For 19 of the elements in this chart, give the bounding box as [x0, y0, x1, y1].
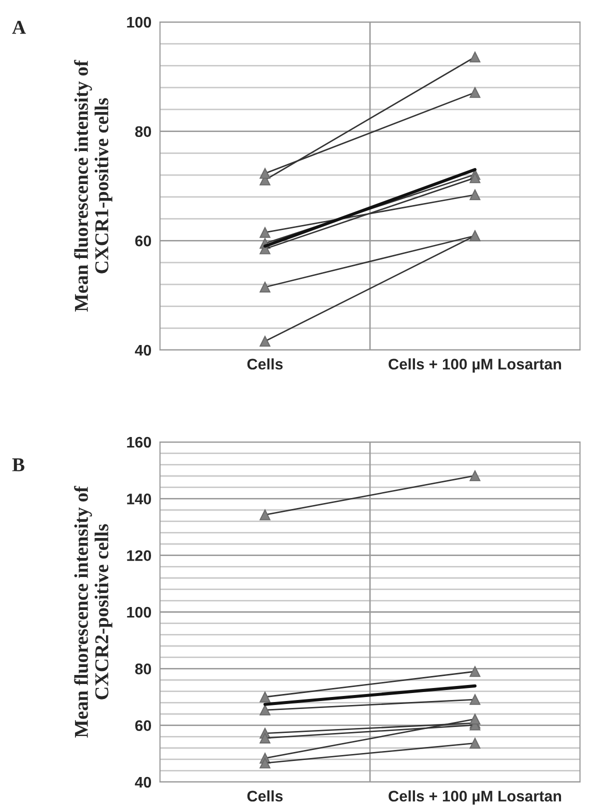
- y-tick-label: 80: [135, 664, 152, 674]
- y-tick-label: 100: [127, 16, 152, 28]
- y-tick-label: 100: [127, 606, 152, 618]
- text: B: [12, 458, 24, 472]
- y-tick-label: 160: [127, 436, 152, 448]
- y-tick-label: 80: [135, 126, 152, 138]
- y-axis-title: Mean fluorescence intensity of CXCR1-positive cells: [74, 60, 112, 312]
- x-tick-label: Cells: [247, 790, 283, 802]
- text: A: [12, 20, 26, 34]
- y-tick-label: 120: [127, 550, 152, 562]
- y-tick-label: 60: [135, 720, 152, 732]
- y-tick-label: 40: [134, 776, 152, 788]
- x-tick-label: Cells + 100 µM Losartan: [388, 790, 562, 805]
- y-tick-label: 140: [127, 494, 152, 504]
- y-tick-label: 60: [135, 236, 152, 246]
- y-tick-label: 40: [134, 344, 152, 356]
- x-tick-label: Cells: [247, 358, 283, 370]
- y-axis-title: Mean fluorescence intensity of CXCR2-positive cells: [74, 486, 112, 738]
- x-tick-label: Cells + 100 µM Losartan: [388, 358, 562, 373]
